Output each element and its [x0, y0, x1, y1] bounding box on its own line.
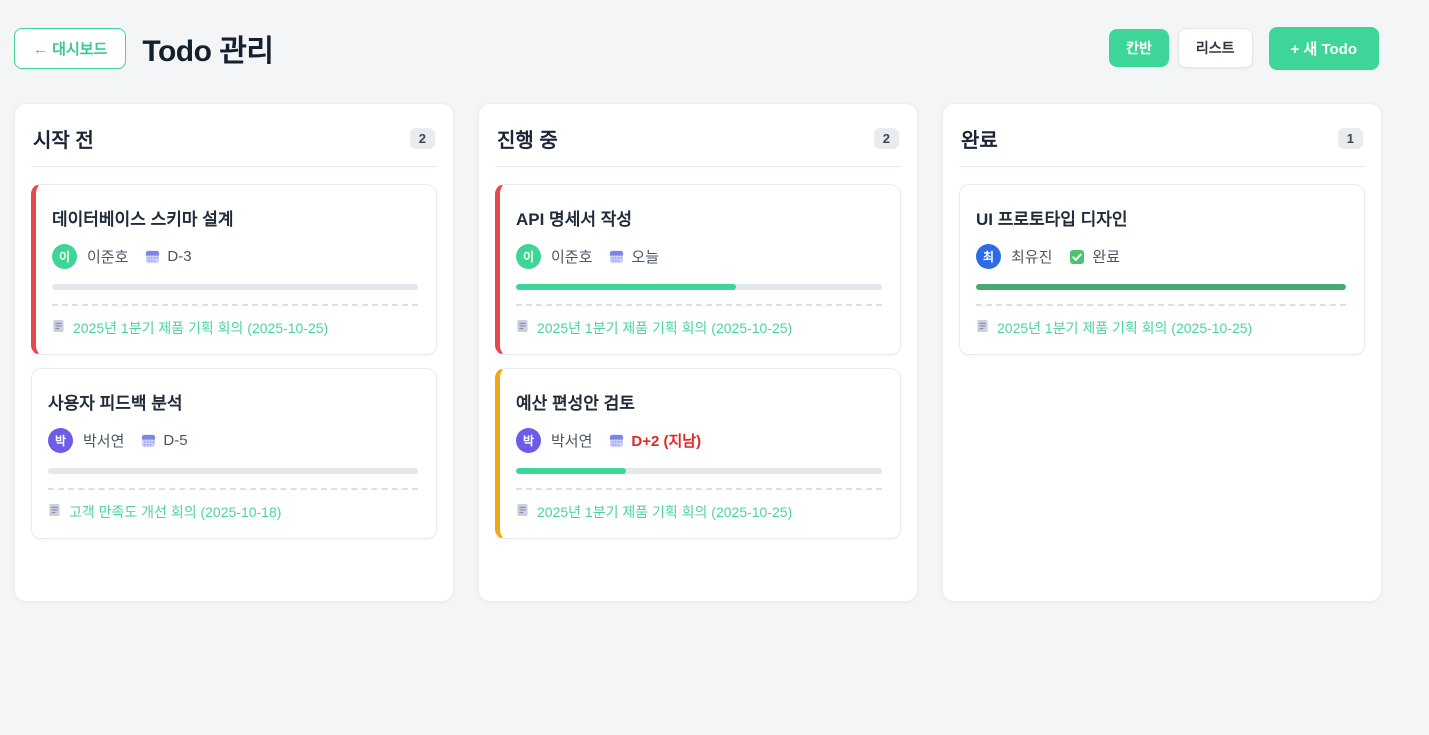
- memo-link[interactable]: 2025년 1분기 제품 기획 회의 (2025-10-25): [516, 502, 882, 522]
- column-header: 완료 1: [959, 121, 1365, 153]
- assignee-avatar: 박: [516, 428, 541, 453]
- assignee-name: 이준호: [87, 249, 129, 266]
- due-label: 완료: [1092, 249, 1121, 266]
- memo-text: 2025년 1분기 제품 기획 회의 (2025-10-25): [537, 504, 793, 520]
- column-in-progress: 진행 중 2 API 명세서 작성 이 이준호 오늘 2025년 1분기 제품 …: [478, 103, 918, 602]
- calendar-icon: [609, 249, 624, 264]
- column-title: 완료: [961, 130, 998, 152]
- todo-card[interactable]: 사용자 피드백 분석 박 박서연 D-5 고객 만족도 개선 회의 (2025-…: [31, 368, 437, 539]
- todo-meta-row: 최 최유진 완료: [976, 244, 1346, 269]
- todo-title: 예산 편성안 검토: [516, 394, 635, 413]
- progress-bar: [976, 284, 1346, 290]
- back-to-dashboard-button[interactable]: ← 대시보드: [14, 27, 127, 69]
- todo-meta-row: 이 이준호 D-3: [52, 244, 418, 269]
- due-label: 오늘: [631, 249, 660, 266]
- due-label: D+2 (지남): [631, 433, 702, 450]
- page-title: Todo 관리: [142, 35, 274, 68]
- todo-title: API 명세서 작성: [516, 210, 632, 229]
- column-not-started: 시작 전 2 데이터베이스 스키마 설계 이 이준호 D-3 2025년 1분기…: [14, 103, 454, 602]
- memo-text: 2025년 1분기 제품 기획 회의 (2025-10-25): [997, 320, 1253, 336]
- memo-text: 2025년 1분기 제품 기획 회의 (2025-10-25): [73, 320, 329, 336]
- top-bar-left: ← 대시보드 Todo 관리: [14, 26, 274, 70]
- document-icon: [976, 319, 989, 338]
- due-label: D-5: [163, 432, 188, 449]
- memo-link[interactable]: 2025년 1분기 제품 기획 회의 (2025-10-25): [976, 318, 1346, 338]
- todo-card[interactable]: 데이터베이스 스키마 설계 이 이준호 D-3 2025년 1분기 제품 기획 …: [31, 184, 437, 355]
- progress-bar: [52, 284, 418, 290]
- top-bar: ← 대시보드 Todo 관리 칸반 리스트 + 새 Todo: [0, 0, 1429, 70]
- memo-divider: [516, 488, 882, 490]
- calendar-icon: [609, 433, 624, 448]
- column-count-badge: 2: [409, 128, 435, 149]
- check-icon: [1069, 249, 1085, 265]
- column-count-badge: 1: [1337, 128, 1363, 149]
- top-bar-right: 칸반 리스트 + 새 Todo: [1109, 26, 1379, 70]
- assignee-name: 박서연: [83, 433, 125, 450]
- todo-card[interactable]: 예산 편성안 검토 박 박서연 D+2 (지남) 2025년 1분기 제품 기획…: [495, 368, 901, 539]
- todo-card[interactable]: API 명세서 작성 이 이준호 오늘 2025년 1분기 제품 기획 회의 (…: [495, 184, 901, 355]
- assignee-name: 박서연: [551, 433, 593, 450]
- memo-link[interactable]: 고객 만족도 개선 회의 (2025-10-18): [48, 502, 418, 522]
- memo-text: 고객 만족도 개선 회의 (2025-10-18): [69, 504, 282, 520]
- calendar-icon: [141, 433, 156, 448]
- memo-divider: [48, 488, 418, 490]
- column-divider: [959, 166, 1365, 167]
- document-icon: [516, 319, 529, 338]
- column-divider: [495, 166, 901, 167]
- column-title: 진행 중: [497, 130, 558, 152]
- todo-title: 데이터베이스 스키마 설계: [52, 210, 234, 229]
- view-toggle-kanban-button[interactable]: 칸반: [1109, 29, 1169, 67]
- memo-text: 2025년 1분기 제품 기획 회의 (2025-10-25): [537, 320, 793, 336]
- assignee-avatar: 이: [52, 244, 77, 269]
- new-todo-button[interactable]: + 새 Todo: [1268, 26, 1379, 70]
- column-header: 진행 중 2: [495, 121, 901, 153]
- due-label: D-3: [167, 248, 192, 265]
- kanban-board: 시작 전 2 데이터베이스 스키마 설계 이 이준호 D-3 2025년 1분기…: [0, 103, 1429, 602]
- todo-title: 사용자 피드백 분석: [48, 394, 183, 413]
- todo-meta-row: 박 박서연 D-5: [48, 428, 418, 453]
- memo-divider: [52, 304, 418, 306]
- memo-divider: [976, 304, 1346, 306]
- document-icon: [516, 503, 529, 522]
- assignee-name: 이준호: [551, 249, 593, 266]
- memo-divider: [516, 304, 882, 306]
- calendar-icon: [145, 249, 160, 264]
- todo-meta-row: 박 박서연 D+2 (지남): [516, 428, 882, 453]
- todo-title: UI 프로토타입 디자인: [976, 210, 1128, 229]
- column-done: 완료 1 UI 프로토타입 디자인 최 최유진 완료 2025년 1분기 제품 …: [942, 103, 1382, 602]
- memo-link[interactable]: 2025년 1분기 제품 기획 회의 (2025-10-25): [52, 318, 418, 338]
- todo-card[interactable]: UI 프로토타입 디자인 최 최유진 완료 2025년 1분기 제품 기획 회의…: [959, 184, 1365, 355]
- column-divider: [31, 166, 437, 167]
- progress-bar: [48, 468, 418, 474]
- column-count-badge: 2: [873, 128, 899, 149]
- assignee-avatar: 최: [976, 244, 1001, 269]
- column-header: 시작 전 2: [31, 121, 437, 153]
- memo-link[interactable]: 2025년 1분기 제품 기획 회의 (2025-10-25): [516, 318, 882, 338]
- progress-bar: [516, 284, 882, 290]
- view-toggle-list-button[interactable]: 리스트: [1177, 28, 1253, 68]
- assignee-avatar: 이: [516, 244, 541, 269]
- column-title: 시작 전: [33, 130, 94, 152]
- assignee-avatar: 박: [48, 428, 73, 453]
- assignee-name: 최유진: [1011, 249, 1053, 266]
- document-icon: [52, 319, 65, 338]
- document-icon: [48, 503, 61, 522]
- todo-meta-row: 이 이준호 오늘: [516, 244, 882, 269]
- progress-bar: [516, 468, 882, 474]
